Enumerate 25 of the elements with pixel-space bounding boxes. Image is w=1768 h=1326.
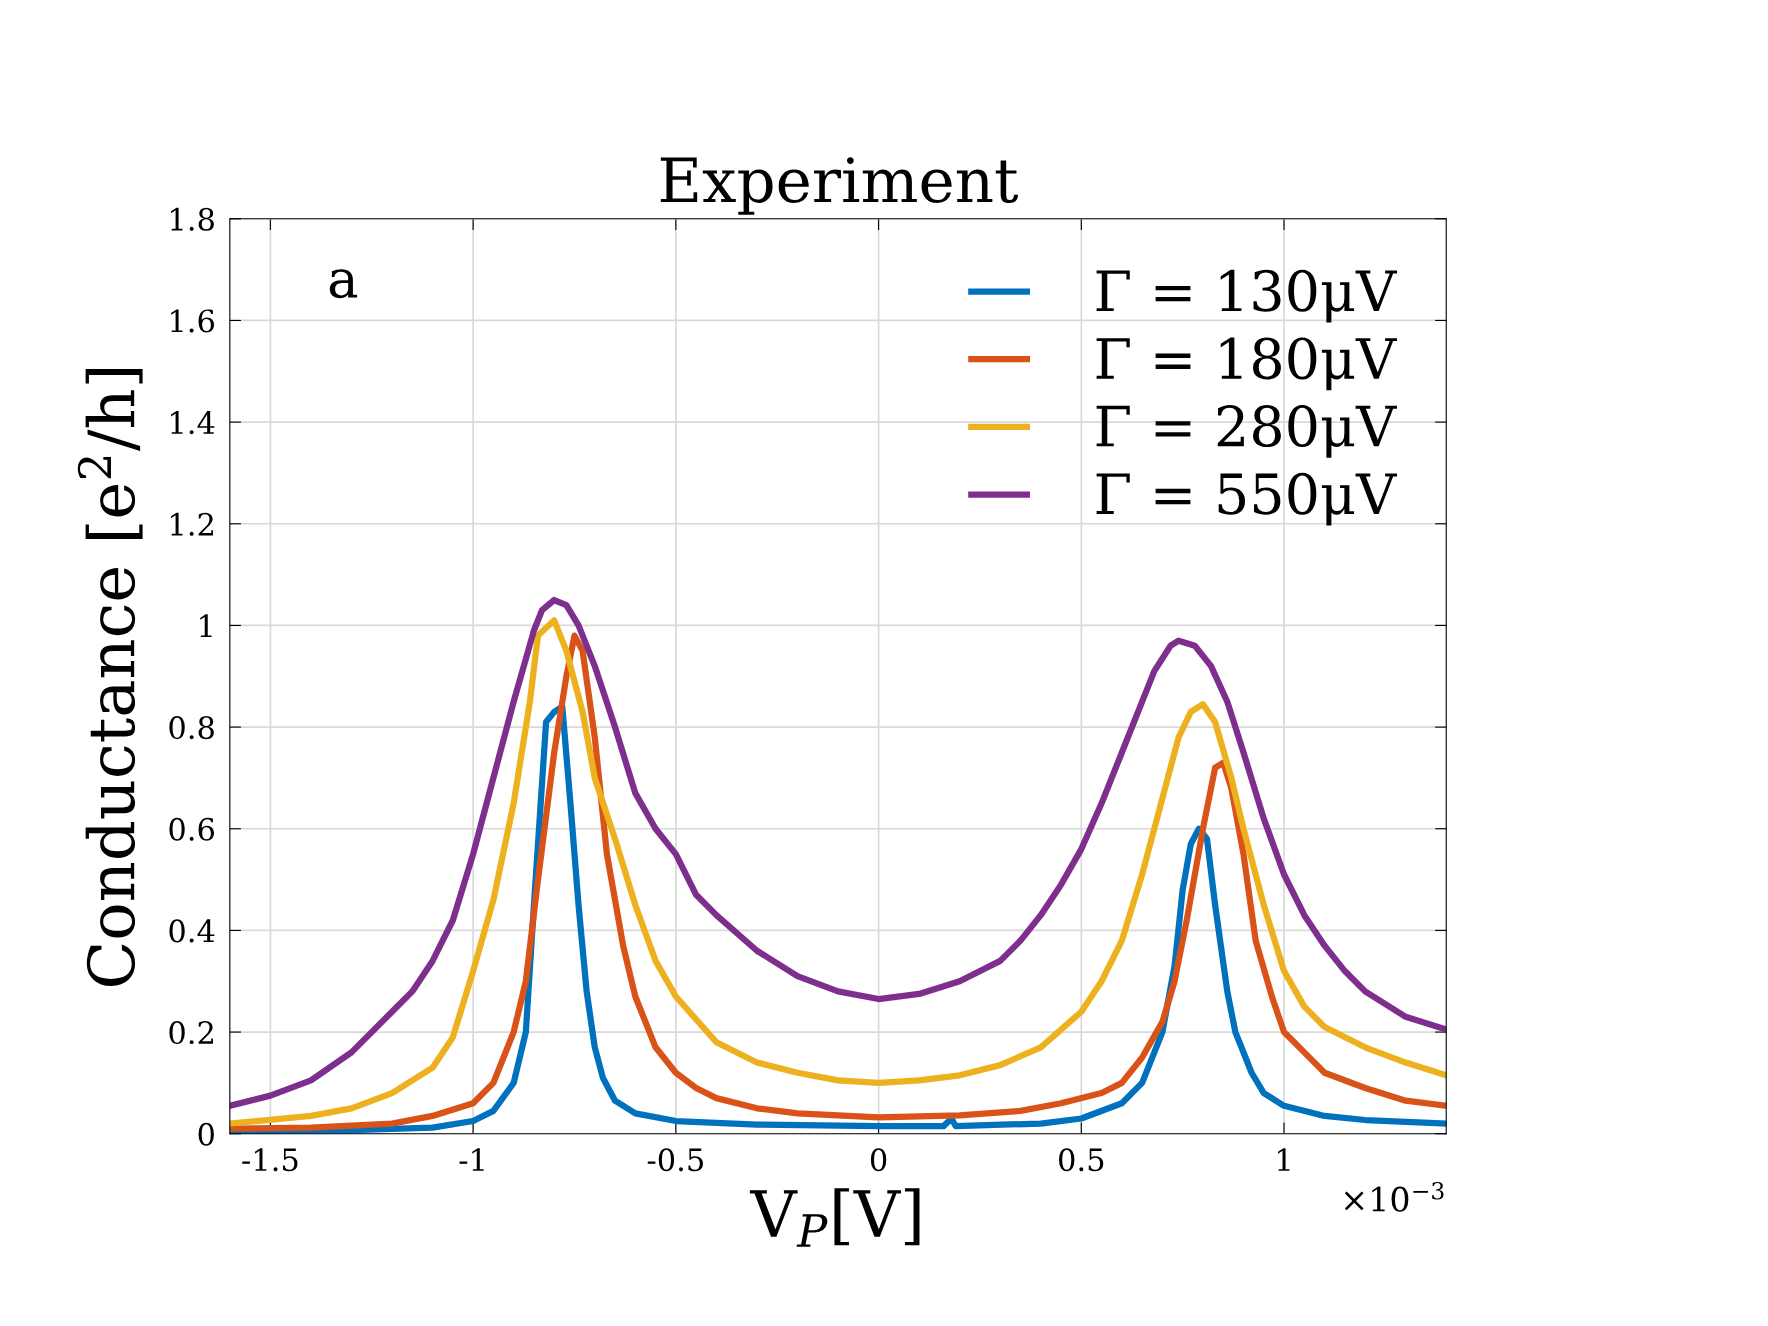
y-tick-label: 0.6 <box>169 817 215 841</box>
x-axis-title: V$_{P}$[V] <box>749 1188 920 1247</box>
text: ×10$^{−3}$ <box>1344 1181 1444 1212</box>
x-tick-label: 0 <box>870 1148 887 1172</box>
y-tick-label: 1.4 <box>171 411 215 435</box>
y-tick-label: 1.6 <box>171 309 215 333</box>
y-tick-label: 0.4 <box>169 919 215 943</box>
y-tick-label: 0.8 <box>169 716 214 740</box>
x-tick-label: -0.5 <box>647 1148 703 1172</box>
y-tick-label: 0 <box>198 1122 214 1146</box>
x-tick-label: 1 <box>1278 1148 1290 1171</box>
x-tick-label: -1 <box>459 1148 484 1171</box>
y-tick-label: 1.2 <box>171 512 213 536</box>
legend-label: Γ = 130μV <box>1096 269 1398 323</box>
legend-label: Γ = 280μV <box>1096 405 1398 458</box>
y-tick-label: 1.8 <box>171 207 214 231</box>
chart-title: Experiment <box>660 157 1019 215</box>
annotation: a <box>329 269 358 299</box>
legend-label: Γ = 550μV <box>1096 472 1398 526</box>
y-axis-title: Conductance [e$^{2}$/h] <box>77 368 143 987</box>
legend-label: Γ = 180μV <box>1096 337 1398 391</box>
y-tick-label: 0.2 <box>169 1021 213 1045</box>
x-tick-label: -1.5 <box>242 1148 298 1172</box>
y-tick-label: 1 <box>200 614 212 638</box>
x-tick-label: 0.5 <box>1059 1148 1104 1172</box>
